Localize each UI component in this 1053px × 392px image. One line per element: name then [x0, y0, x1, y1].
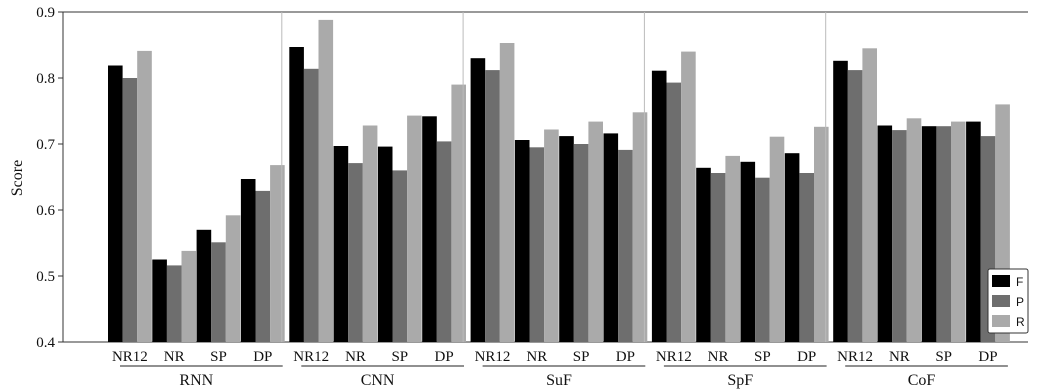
- group-label-cnn: CNN: [361, 372, 395, 389]
- bar-p-suf-dp: [618, 149, 633, 342]
- x-tick-label: SP: [391, 349, 408, 365]
- bar-r-rnn-nr: [181, 250, 197, 342]
- bar-r-suf-sp: [588, 121, 603, 342]
- bar-r-rnn-nr12: [137, 50, 152, 343]
- x-tick-label: NR12: [475, 349, 511, 365]
- bar-f-rnn-nr: [152, 259, 167, 342]
- bar-f-spf-nr12: [651, 70, 667, 342]
- bar-r-rnn-dp: [270, 165, 285, 342]
- y-axis-label: Score: [9, 160, 26, 196]
- bar-f-spf-sp: [740, 161, 756, 342]
- bar-p-spf-nr: [710, 173, 726, 342]
- bar-p-cnn-dp: [436, 141, 452, 342]
- bar-p-cnn-nr12: [303, 68, 319, 343]
- bar-f-cof-sp: [921, 126, 937, 342]
- y-tick-label: 0.4: [36, 335, 55, 351]
- bar-f-suf-nr: [514, 140, 530, 342]
- legend-swatch-f: [992, 275, 1010, 287]
- bar-r-cnn-nr12: [318, 19, 334, 343]
- bar-f-suf-dp: [603, 133, 619, 342]
- y-tick-label: 0.5: [36, 269, 55, 285]
- bar-f-rnn-sp: [196, 229, 212, 342]
- bar-r-rnn-sp: [225, 215, 241, 342]
- group-label-spf: SpF: [727, 372, 753, 389]
- bar-p-spf-sp: [755, 177, 770, 342]
- x-tick-label: DP: [797, 349, 816, 365]
- bar-r-cnn-sp: [407, 115, 422, 342]
- bar-f-cnn-dp: [422, 116, 437, 342]
- bar-f-cof-nr: [877, 125, 893, 342]
- legend-label-r: R: [1016, 315, 1025, 329]
- bar-r-suf-nr12: [499, 43, 515, 342]
- legend-label-p: P: [1016, 295, 1024, 309]
- x-tick-label: DP: [978, 349, 997, 365]
- y-tick-label: 0.8: [36, 71, 55, 87]
- group-label-rnn: RNN: [179, 372, 213, 389]
- bar-p-rnn-dp: [255, 190, 271, 342]
- x-tick-label: SP: [754, 349, 771, 365]
- x-tick-label: SP: [935, 349, 952, 365]
- y-tick-label: 0.6: [36, 203, 55, 219]
- x-tick-label: NR12: [656, 349, 692, 365]
- bar-r-suf-dp: [632, 112, 648, 342]
- x-tick-label: SP: [210, 349, 227, 365]
- bar-p-cnn-sp: [392, 170, 408, 342]
- bar-r-spf-nr12: [681, 51, 696, 342]
- bar-f-cof-nr12: [833, 60, 848, 343]
- bar-r-suf-nr: [544, 129, 559, 342]
- x-tick-label: DP: [616, 349, 635, 365]
- bar-r-spf-nr: [725, 155, 740, 342]
- x-tick-label: DP: [253, 349, 272, 365]
- bar-r-spf-sp: [769, 136, 785, 342]
- bar-p-suf-sp: [573, 144, 589, 342]
- group-label-suf: SuF: [546, 372, 572, 389]
- bar-r-cnn-nr: [362, 125, 378, 342]
- bar-p-rnn-sp: [211, 242, 226, 342]
- bar-f-cnn-nr: [333, 146, 349, 342]
- bar-r-cof-sp: [951, 121, 966, 342]
- bar-p-rnn-nr: [166, 265, 182, 342]
- x-tick-label: NR12: [837, 349, 873, 365]
- bar-f-rnn-nr12: [108, 65, 123, 342]
- bar-p-cnn-nr: [348, 163, 363, 342]
- x-tick-label: NR: [889, 349, 910, 365]
- bar-f-cof-dp: [966, 121, 981, 342]
- bar-p-rnn-nr12: [122, 78, 138, 342]
- x-tick-label: NR12: [293, 349, 329, 365]
- bar-f-spf-nr: [696, 167, 711, 342]
- bar-f-suf-nr12: [470, 58, 486, 342]
- legend-swatch-p: [992, 295, 1010, 307]
- y-tick-label: 0.9: [36, 5, 55, 21]
- legend-swatch-r: [992, 315, 1010, 327]
- legend-label-f: F: [1016, 275, 1023, 289]
- x-tick-label: NR: [164, 349, 185, 365]
- bar-f-cnn-sp: [377, 146, 393, 342]
- bar-r-cof-nr12: [862, 48, 877, 343]
- bar-p-spf-nr12: [666, 82, 682, 342]
- x-tick-label: NR12: [112, 349, 148, 365]
- x-tick-label: SP: [573, 349, 590, 365]
- bar-r-cof-nr: [906, 118, 922, 342]
- x-tick-label: NR: [345, 349, 366, 365]
- bar-f-suf-sp: [559, 136, 574, 342]
- x-tick-label: NR: [708, 349, 729, 365]
- bar-f-rnn-dp: [240, 179, 256, 342]
- x-tick-label: NR: [526, 349, 547, 365]
- y-tick-label: 0.7: [36, 137, 55, 153]
- bar-p-cof-nr: [892, 130, 907, 342]
- bar-p-suf-nr12: [485, 70, 500, 342]
- bar-r-cnn-dp: [451, 84, 466, 342]
- group-label-cof: CoF: [908, 372, 936, 389]
- plot-area: 0.4 0.5 0.6 0.7 0.8 0.9 NR12 NR SP DP RNN NR12 NR SP D…: [36, 5, 1029, 389]
- bar-p-cof-nr12: [847, 70, 863, 342]
- bar-r-spf-dp: [814, 126, 829, 342]
- bar-f-spf-dp: [784, 153, 800, 342]
- bar-p-spf-dp: [799, 173, 814, 342]
- bar-p-cof-sp: [936, 126, 951, 342]
- bar-p-suf-nr: [529, 147, 545, 342]
- bar-f-cnn-nr12: [289, 47, 304, 342]
- x-tick-label: DP: [435, 349, 454, 365]
